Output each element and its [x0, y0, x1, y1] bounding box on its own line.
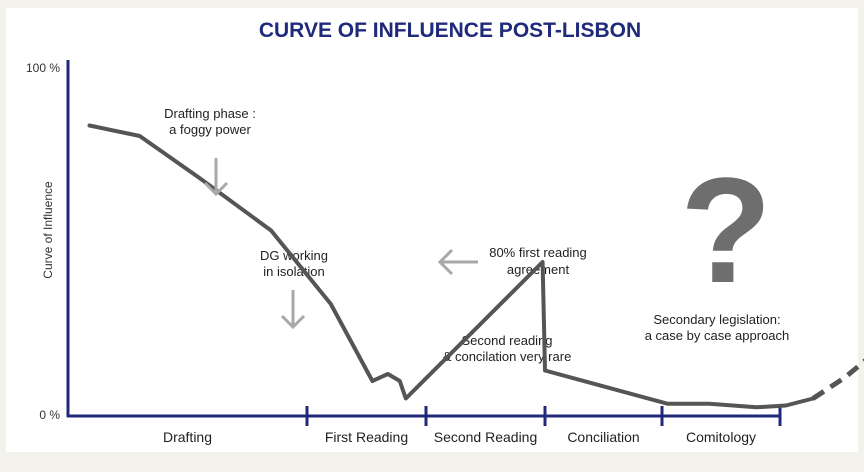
influence-curve	[87, 123, 815, 410]
phase-label: Conciliation	[567, 429, 639, 445]
arrow-dg-head	[280, 314, 306, 330]
annotation-first-reading-line1: 80% first reading	[489, 245, 587, 260]
annotation-secondary-line1: Secondary legislation:	[653, 312, 780, 327]
annotation-second-reading-line2: & concilation very rare	[443, 349, 572, 364]
phase-label: Drafting	[163, 429, 212, 445]
annotation-dg-line2: in isolation	[263, 264, 324, 279]
annotation-first-reading-line2: agreement	[507, 262, 570, 277]
arrow-drafting-head	[203, 181, 229, 197]
arrow-first-reading-head	[437, 248, 454, 276]
annotation-drafting-line1: Drafting phase :	[164, 106, 256, 121]
annotation-second-reading-line1: Second reading	[461, 333, 552, 348]
y-axis-label: Curve of Influence	[41, 181, 55, 279]
chart-panel	[6, 8, 858, 452]
annotation-secondary-line2: a case by case approach	[645, 328, 790, 343]
annotation-drafting-line2: a foggy power	[169, 122, 251, 137]
chart-title: CURVE OF INFLUENCE POST-LISBON	[259, 19, 641, 42]
influence-curve-projection	[811, 358, 864, 401]
phase-label: Second Reading	[434, 429, 538, 445]
y-tick-label-top: 100 %	[26, 61, 60, 75]
question-mark: ?	[680, 146, 772, 314]
phase-label: Comitology	[686, 429, 756, 445]
phase-label: First Reading	[325, 429, 408, 445]
y-tick-label-bottom: 0 %	[39, 408, 60, 422]
annotation-dg-line1: DG working	[260, 248, 328, 263]
